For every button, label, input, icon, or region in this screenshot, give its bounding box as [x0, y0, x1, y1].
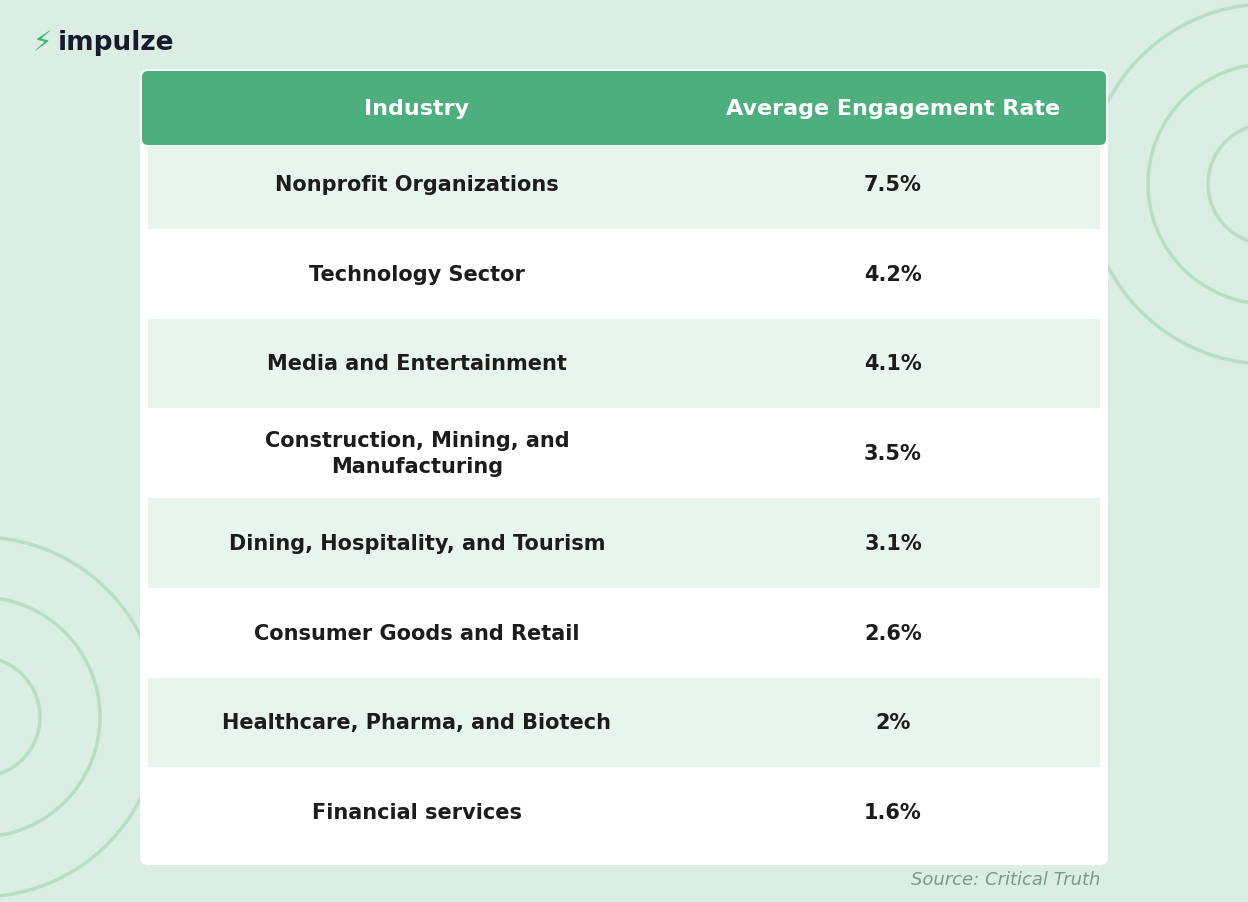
Text: Industry: Industry: [364, 99, 469, 119]
Text: 3.1%: 3.1%: [864, 533, 922, 553]
Text: Media and Entertainment: Media and Entertainment: [267, 354, 567, 374]
Text: 4.1%: 4.1%: [864, 354, 922, 374]
Text: 2.6%: 2.6%: [864, 623, 922, 643]
Text: Construction, Mining, and
Manufacturing: Construction, Mining, and Manufacturing: [265, 430, 569, 477]
Bar: [149, 319, 1099, 409]
Bar: [149, 499, 1099, 588]
Text: Financial services: Financial services: [312, 802, 522, 823]
Text: Healthcare, Pharma, and Biotech: Healthcare, Pharma, and Biotech: [222, 713, 612, 732]
Bar: [149, 140, 1099, 229]
Text: Dining, Hospitality, and Tourism: Dining, Hospitality, and Tourism: [228, 533, 605, 553]
Text: Average Engagement Rate: Average Engagement Rate: [726, 99, 1060, 119]
Text: Nonprofit Organizations: Nonprofit Organizations: [275, 175, 559, 195]
Text: Consumer Goods and Retail: Consumer Goods and Retail: [255, 623, 579, 643]
FancyBboxPatch shape: [142, 72, 1106, 146]
Text: Source: Critical Truth: Source: Critical Truth: [911, 870, 1099, 888]
Text: 7.5%: 7.5%: [864, 175, 922, 195]
Text: 3.5%: 3.5%: [864, 444, 922, 464]
Text: 4.2%: 4.2%: [864, 264, 922, 284]
Bar: [149, 768, 1099, 857]
Text: impulze: impulze: [57, 30, 175, 56]
Text: Technology Sector: Technology Sector: [310, 264, 525, 284]
Text: 2%: 2%: [875, 713, 911, 732]
Text: 1.6%: 1.6%: [864, 802, 922, 823]
Bar: [149, 109, 1099, 140]
Text: ⚡: ⚡: [32, 29, 51, 57]
FancyBboxPatch shape: [140, 70, 1108, 865]
Bar: [149, 229, 1099, 319]
Bar: [149, 588, 1099, 677]
Bar: [149, 677, 1099, 768]
Bar: [149, 409, 1099, 499]
